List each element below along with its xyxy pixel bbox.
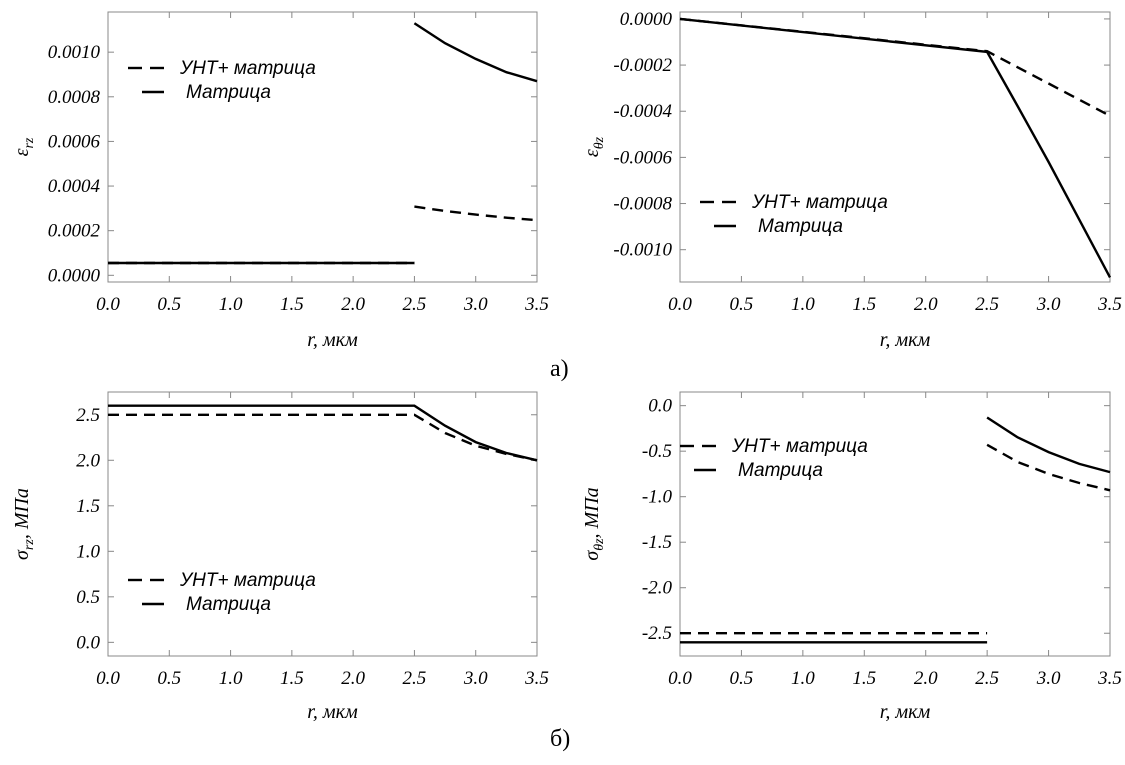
series-line-unt-matrix — [108, 413, 538, 462]
chart-panel-2: 0.0 0.5 1.0 1.5 2.0 2.5 3.0 3.5 0.0000 -0.0002 -0.… — [581, 9, 1122, 351]
y-tick-label: -0.0008 — [613, 194, 672, 215]
x-tick-label: 1.5 — [852, 668, 876, 689]
x-tick-label: 1.5 — [852, 294, 876, 315]
x-tick-label: 1.0 — [219, 668, 243, 689]
y-tick-label: 0.0000 — [48, 265, 101, 286]
y-tick-label: 0.0010 — [48, 42, 101, 63]
series-line-unt-matrix — [986, 443, 1111, 492]
x-tick-label: 2.5 — [403, 668, 427, 689]
x-tick-label: 0.5 — [730, 294, 754, 315]
x-tick-label: 2.5 — [403, 294, 427, 315]
x-tick-label: 1.0 — [219, 294, 243, 315]
y-tick-label: 0.0002 — [48, 221, 101, 242]
y-tick-label: -0.0006 — [613, 147, 672, 168]
x-tick-label: 3.0 — [1036, 294, 1061, 315]
legend-label: УНТ+ матрица — [179, 570, 316, 591]
y-tick-label: -0.5 — [642, 441, 672, 462]
x-tick-label: 1.0 — [791, 294, 815, 315]
series-line-matrix — [986, 416, 1111, 474]
legend-label: Матрица — [186, 82, 271, 103]
legend-label: Матрица — [758, 216, 843, 237]
y-tick-label: -0.0010 — [613, 240, 672, 261]
y-axis-label: σθz, МПа — [581, 487, 607, 560]
y-tick-label: 2.5 — [76, 405, 100, 426]
x-tick-label: 3.0 — [463, 294, 488, 315]
y-tick-label: -2.0 — [642, 578, 673, 599]
x-tick-label: 0.0 — [668, 668, 692, 689]
legend-label: УНТ+ матрица — [179, 58, 316, 79]
x-tick-label: 2.5 — [975, 294, 999, 315]
x-tick-label: 1.5 — [280, 294, 304, 315]
x-tick-label: 0.0 — [96, 668, 120, 689]
x-tick-label: 1.0 — [791, 668, 815, 689]
caption-a: а) — [550, 356, 569, 382]
plot-frame — [107, 11, 538, 283]
chart-panel-4: 0.0 0.5 1.0 1.5 2.0 2.5 3.0 3.5 0.0 -0.5 -1.0 -1.5 -… — [581, 391, 1122, 723]
y-tick-label: 0.0006 — [48, 131, 101, 152]
legend: УНТ+ матрица Матрица — [128, 570, 316, 615]
plot-frame — [679, 11, 1111, 283]
legend-label: УНТ+ матрица — [751, 192, 888, 213]
y-tick-label: -1.5 — [642, 532, 672, 553]
x-tick-label: 0.5 — [730, 668, 754, 689]
y-tick-label: -1.0 — [642, 487, 673, 508]
y-tick-label: -0.0002 — [613, 55, 672, 76]
x-tick-label: 3.0 — [463, 668, 488, 689]
x-axis-label: r, мкм — [880, 701, 931, 723]
x-tick-label: 0.5 — [157, 668, 181, 689]
x-axis-label: r, мкм — [307, 701, 358, 723]
x-tick-label: 2.0 — [914, 294, 938, 315]
x-axis-label: r, мкм — [307, 329, 358, 351]
x-tick-label: 3.0 — [1036, 668, 1061, 689]
y-tick-label: 1.5 — [76, 496, 100, 517]
x-tick-label: 0.0 — [668, 294, 692, 315]
caption-b: б) — [550, 726, 570, 752]
x-tick-label: 3.5 — [1097, 668, 1122, 689]
x-tick-label: 0.5 — [157, 294, 181, 315]
x-tick-label: 3.5 — [524, 294, 549, 315]
y-tick-label: 0.0 — [76, 632, 100, 653]
y-tick-label: -0.0004 — [613, 101, 672, 122]
plot-frame — [107, 391, 538, 657]
legend-label: УНТ+ матрица — [731, 436, 868, 457]
y-axis-label: εθz — [581, 136, 607, 157]
series-line-matrix — [108, 404, 538, 462]
chart-panel-3: 0.0 0.5 1.0 1.5 2.0 2.5 3.0 3.5 0.0 0.5 1.0 1.5 2.0 2… — [11, 391, 549, 723]
y-tick-label: 0.0 — [648, 396, 672, 417]
x-tick-label: 2.5 — [975, 668, 999, 689]
x-tick-label: 2.0 — [914, 668, 938, 689]
x-tick-label: 0.0 — [96, 294, 120, 315]
chart-panel-1: 0.0 0.5 1.0 1.5 2.0 2.5 3.0 3.5 0.0000 0.0002 0.00… — [11, 11, 549, 351]
y-tick-label: -2.5 — [642, 623, 672, 644]
y-tick-label: 1.0 — [76, 541, 100, 562]
legend: УНТ+ матрица Матрица — [700, 192, 888, 237]
legend: УНТ+ матрица Матрица — [128, 58, 316, 103]
x-tick-label: 1.5 — [280, 668, 304, 689]
x-tick-label: 2.0 — [341, 668, 365, 689]
y-tick-label: 2.0 — [76, 450, 100, 471]
y-tick-label: 0.0004 — [48, 176, 101, 197]
x-tick-label: 2.0 — [341, 294, 365, 315]
chart-panels: 0.0 0.5 1.0 1.5 2.0 2.5 3.0 3.50.00000.00020.00… — [11, 9, 1122, 723]
series-line-matrix — [679, 17, 1112, 278]
y-axis-label: εrz — [11, 137, 37, 156]
series-line-matrix — [413, 22, 538, 83]
series-line-unt-matrix — [679, 17, 1111, 117]
series-line-unt-matrix — [414, 205, 538, 222]
y-axis-label: σrz, МПа — [11, 488, 37, 560]
x-axis-label: r, мкм — [880, 329, 931, 351]
x-tick-label: 3.5 — [524, 668, 549, 689]
y-tick-label: 0.0008 — [48, 87, 101, 108]
x-tick-label: 3.5 — [1097, 294, 1122, 315]
legend-label: Матрица — [186, 594, 271, 615]
legend: УНТ+ матрица Матрица — [680, 436, 868, 481]
legend-label: Матрица — [738, 460, 823, 481]
plot-frame — [679, 391, 1111, 657]
y-tick-label: 0.0000 — [620, 9, 673, 30]
y-tick-label: 0.5 — [76, 587, 100, 608]
